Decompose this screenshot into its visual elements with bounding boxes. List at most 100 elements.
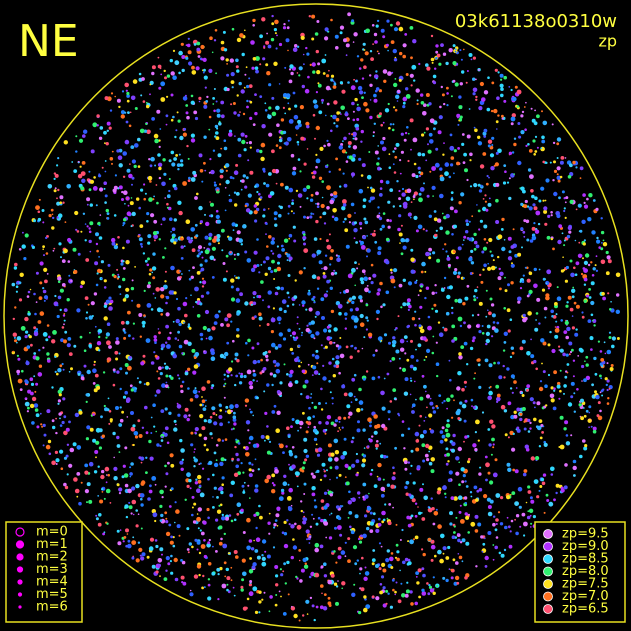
star bbox=[425, 355, 428, 358]
star bbox=[454, 50, 457, 53]
star bbox=[378, 89, 382, 93]
star bbox=[526, 205, 530, 208]
star bbox=[418, 62, 421, 66]
star bbox=[177, 200, 182, 205]
star bbox=[234, 383, 237, 387]
star bbox=[255, 537, 261, 542]
star bbox=[369, 83, 373, 88]
star bbox=[135, 524, 139, 528]
star bbox=[144, 259, 148, 263]
star bbox=[230, 297, 236, 302]
star bbox=[189, 487, 192, 490]
star bbox=[157, 328, 160, 330]
star bbox=[524, 199, 528, 204]
star bbox=[203, 554, 208, 559]
star bbox=[563, 392, 565, 395]
star bbox=[341, 384, 346, 389]
star bbox=[452, 61, 457, 66]
star bbox=[441, 426, 445, 430]
star bbox=[451, 196, 453, 199]
star bbox=[461, 560, 464, 563]
star bbox=[526, 266, 529, 270]
star bbox=[248, 77, 251, 80]
star bbox=[149, 537, 155, 542]
star bbox=[140, 361, 145, 366]
star bbox=[211, 326, 216, 331]
star bbox=[387, 225, 391, 229]
star bbox=[216, 108, 221, 113]
star bbox=[530, 522, 533, 525]
star bbox=[158, 238, 161, 241]
star bbox=[139, 242, 143, 246]
star bbox=[155, 544, 159, 549]
star bbox=[242, 471, 245, 474]
star bbox=[358, 496, 361, 499]
star bbox=[326, 206, 330, 210]
star bbox=[188, 269, 191, 272]
star bbox=[290, 555, 294, 560]
star bbox=[365, 108, 370, 113]
star bbox=[207, 583, 211, 587]
star bbox=[272, 546, 276, 549]
star bbox=[426, 194, 430, 198]
star bbox=[571, 315, 574, 317]
legend-marker bbox=[15, 540, 25, 549]
star bbox=[499, 522, 504, 526]
star bbox=[383, 455, 387, 458]
star bbox=[548, 501, 554, 507]
star bbox=[496, 400, 499, 403]
star bbox=[459, 49, 462, 52]
star bbox=[114, 350, 119, 355]
star bbox=[485, 478, 488, 482]
star bbox=[227, 409, 232, 415]
star bbox=[497, 234, 503, 240]
star bbox=[481, 411, 485, 414]
star bbox=[209, 255, 215, 261]
star bbox=[261, 17, 266, 22]
star bbox=[181, 236, 184, 239]
star bbox=[599, 391, 602, 394]
star bbox=[402, 105, 406, 109]
star bbox=[337, 303, 343, 309]
star bbox=[615, 309, 620, 314]
star bbox=[233, 411, 236, 415]
star bbox=[412, 39, 417, 44]
star bbox=[418, 174, 421, 178]
star bbox=[448, 175, 452, 179]
star bbox=[267, 208, 270, 210]
star bbox=[178, 210, 183, 216]
star bbox=[230, 278, 235, 283]
star bbox=[226, 323, 231, 328]
star bbox=[451, 306, 454, 310]
star bbox=[325, 421, 329, 425]
star bbox=[369, 74, 372, 77]
star bbox=[56, 372, 59, 376]
star bbox=[337, 555, 342, 560]
star bbox=[103, 130, 107, 135]
star bbox=[248, 473, 253, 478]
star bbox=[57, 276, 62, 281]
star bbox=[164, 464, 167, 468]
star bbox=[210, 356, 216, 362]
star bbox=[444, 243, 447, 246]
star bbox=[208, 460, 213, 465]
star bbox=[364, 514, 368, 518]
star bbox=[302, 511, 305, 514]
star bbox=[275, 594, 278, 596]
star bbox=[531, 235, 537, 241]
star bbox=[359, 277, 364, 282]
star bbox=[339, 505, 343, 508]
star bbox=[372, 135, 375, 137]
star bbox=[456, 581, 460, 585]
star bbox=[126, 99, 130, 103]
star bbox=[75, 228, 78, 231]
star bbox=[223, 384, 225, 387]
star bbox=[353, 78, 355, 81]
star bbox=[180, 245, 184, 249]
star bbox=[373, 98, 378, 103]
star bbox=[221, 476, 225, 480]
star bbox=[511, 262, 513, 265]
star bbox=[153, 425, 156, 428]
star bbox=[491, 144, 494, 146]
star bbox=[337, 430, 339, 433]
